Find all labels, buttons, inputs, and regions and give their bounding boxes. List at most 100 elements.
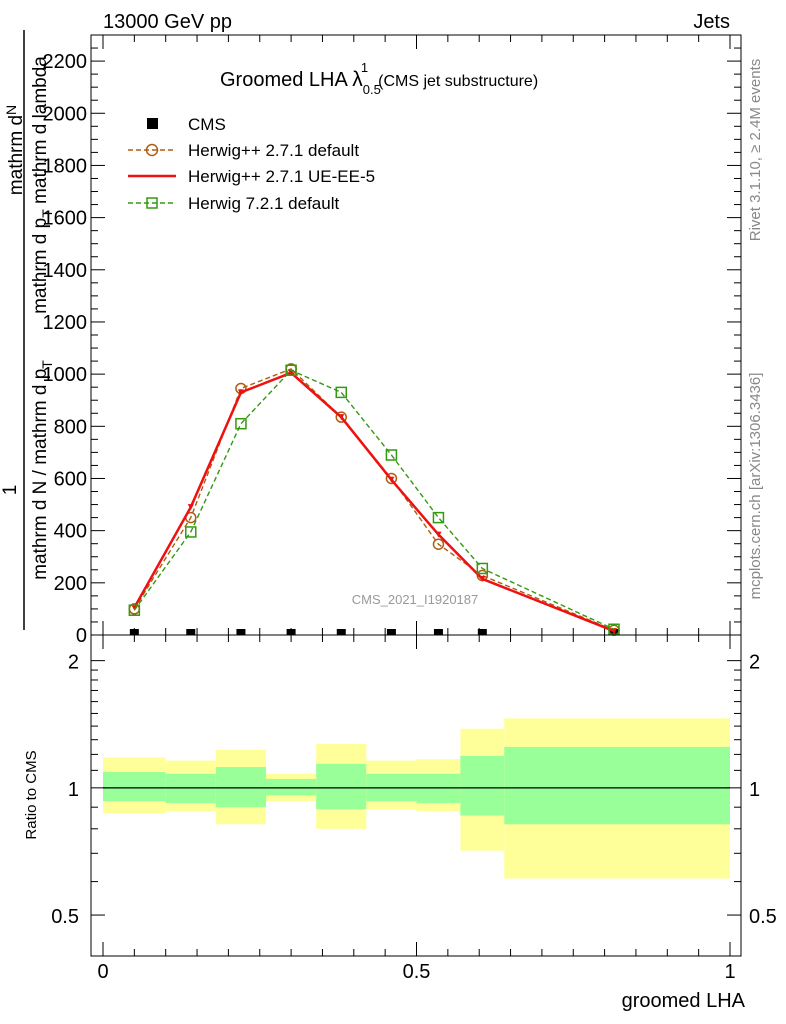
series-line — [133, 369, 615, 630]
legend-label: Herwig++ 2.7.1 UE-EE-5 — [188, 167, 375, 186]
ratio-band-green — [316, 763, 367, 810]
data-point-square — [476, 562, 489, 575]
y-axis-label: mathrm dN mathrm d pT mathrm d lambda 1 … — [0, 30, 55, 630]
ratio-tick-label-right: 2 — [749, 652, 760, 674]
svg-text:mathrm dN: mathrm dN — [3, 105, 27, 195]
data-point-square — [432, 511, 445, 524]
legend-entry: CMS — [147, 115, 226, 134]
legend-marker-circle — [145, 143, 159, 157]
data-point-triangle — [435, 531, 442, 538]
svg-text:mathrm d pT mathrm d lambda: mathrm d pT mathrm d lambda — [30, 56, 55, 314]
data-point-triangle — [611, 628, 618, 635]
data-point-square — [335, 386, 348, 399]
title-extra: (CMS jet substructure) — [378, 73, 538, 90]
y-tick-label: 600 — [54, 468, 87, 490]
y-tick-label: 200 — [54, 573, 87, 595]
data-point-square — [385, 449, 398, 461]
ylabel-top-N: N — [3, 105, 19, 115]
title-lambda: λ — [352, 68, 363, 91]
ratio-tick-label-left: 1 — [68, 779, 79, 801]
y-tick-label: 1600 — [43, 208, 88, 230]
ylabel-bottom-T: T — [39, 360, 55, 369]
y-tick-label: 1400 — [43, 260, 88, 282]
title-sup: 1 — [361, 60, 368, 75]
data-point-triangle — [388, 476, 395, 483]
ratio-band-green — [103, 772, 166, 802]
data-point-circle — [385, 472, 398, 485]
legend-entry: Herwig 7.2.1 default — [128, 194, 339, 213]
watermark: CMS_2021_I1920187 — [352, 592, 479, 607]
y-tick-label: 2200 — [43, 51, 88, 73]
ratio-band-green — [460, 755, 505, 816]
data-point-cms — [386, 629, 396, 635]
data-point-cms — [236, 629, 246, 635]
series-square-open — [128, 364, 620, 636]
data-point-cms — [186, 629, 196, 635]
rivet-note: Rivet 3.1.10, ≥ 2.4M events — [747, 59, 764, 242]
ratio-bands — [103, 718, 730, 879]
legend-label: Herwig 7.2.1 default — [188, 194, 339, 213]
legend-entry: Herwig++ 2.7.1 UE-EE-5 — [128, 167, 375, 186]
ratio-band-green — [266, 778, 317, 796]
data-point-square — [128, 604, 141, 616]
x-tick-label: 1 — [724, 961, 735, 983]
ylabel-top2-T: T — [39, 209, 55, 218]
data-point-triangle — [338, 414, 345, 421]
data-point-triangle — [187, 504, 194, 511]
ratio-tick-label-right: 1 — [749, 779, 760, 801]
data-point-circle — [432, 538, 445, 550]
ratio-tick-label-left: 0.5 — [51, 906, 79, 928]
series-square-filled — [129, 629, 619, 635]
y-tick-label: 400 — [54, 521, 87, 543]
y-tick-label: 1200 — [43, 312, 88, 334]
data-point-square — [608, 623, 620, 636]
ratio-tick-label-right: 0.5 — [749, 906, 777, 928]
legend-entry: Herwig++ 2.7.1 default — [128, 141, 359, 160]
data-point-triangle — [237, 389, 244, 396]
data-point-cms — [477, 629, 487, 635]
data-point-triangle — [131, 604, 138, 611]
y-tick-label: 1800 — [43, 155, 88, 177]
ylabel-top3-part: mathrm d lambda — [30, 56, 51, 210]
y-tick-label: 1000 — [43, 364, 88, 386]
x-tick-label: 0 — [97, 961, 108, 983]
data-point-cms — [286, 629, 296, 635]
title-main: Groomed LHA — [220, 69, 348, 91]
legend-label: CMS — [188, 115, 226, 134]
data-point-cms — [129, 629, 139, 635]
main-axes: 0 200 400 600 800 1000 1200 1400 1600 1800 2000 220… — [43, 35, 741, 647]
data-point-circle — [335, 411, 348, 423]
ylabel-top2-part: mathrm d p — [30, 218, 51, 314]
legend: CMS Herwig++ 2.7.1 default Herwig++ 2.7.1 … — [128, 115, 375, 213]
svg-text:mathrm d N / mathrm d pT: mathrm d N / mathrm d pT — [30, 360, 55, 580]
series-triangle-down — [131, 369, 618, 635]
data-point-square — [285, 364, 297, 376]
data-point-square — [235, 417, 247, 430]
y-tick-label: 800 — [54, 416, 87, 438]
legend-label: Herwig++ 2.7.1 default — [188, 141, 359, 160]
legend-marker-cms — [147, 118, 158, 129]
data-point-triangle — [479, 575, 486, 582]
data-point-square — [185, 526, 197, 538]
ylabel-bottom-part: mathrm d N / mathrm d p — [30, 369, 51, 580]
y-tick-label: 0 — [76, 625, 87, 647]
legend-marker-square — [146, 197, 158, 209]
ylabel-one: 1 — [0, 485, 21, 496]
data-point-cms — [336, 629, 346, 635]
header-right: Jets — [693, 11, 730, 33]
title-sub: 0.5 — [363, 82, 381, 97]
ratio-band-green — [504, 746, 730, 825]
x-axis-label: groomed LHA — [622, 990, 746, 1012]
mcplots-note: mcplots.cern.ch [arXiv:1306.3436] — [747, 373, 764, 600]
ratio-tick-label-left: 2 — [68, 652, 79, 674]
main-series — [128, 363, 620, 637]
ratio-ylabel: Ratio to CMS — [23, 750, 40, 839]
data-point-cms — [433, 629, 443, 635]
plot-title: Groomed LHA λ0.5 1 (CMS jet substructure) — [220, 60, 538, 97]
y-tick-label: 2000 — [43, 103, 88, 125]
ylabel-top-part: mathrm d — [6, 115, 27, 195]
ratio-axes: 0.5 0.5 1 1 2 2 0 0.5 1 — [51, 635, 777, 983]
header-left: 13000 GeV pp — [103, 11, 232, 33]
x-tick-label: 0.5 — [403, 961, 431, 983]
